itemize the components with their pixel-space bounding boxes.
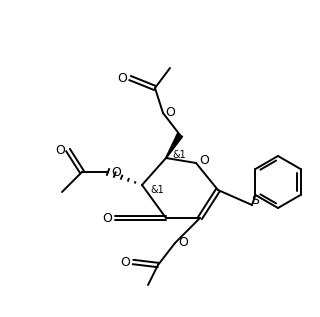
Text: &1: &1 [150, 185, 164, 195]
Text: O: O [178, 236, 188, 249]
Text: S: S [251, 193, 259, 206]
Text: O: O [199, 154, 209, 167]
Text: O: O [55, 144, 65, 157]
Text: O: O [120, 256, 130, 268]
Text: &1: &1 [172, 150, 186, 160]
Text: O: O [165, 107, 175, 120]
Text: O: O [111, 165, 121, 178]
Text: O: O [102, 211, 112, 224]
Polygon shape [166, 133, 183, 158]
Text: O: O [117, 72, 127, 85]
